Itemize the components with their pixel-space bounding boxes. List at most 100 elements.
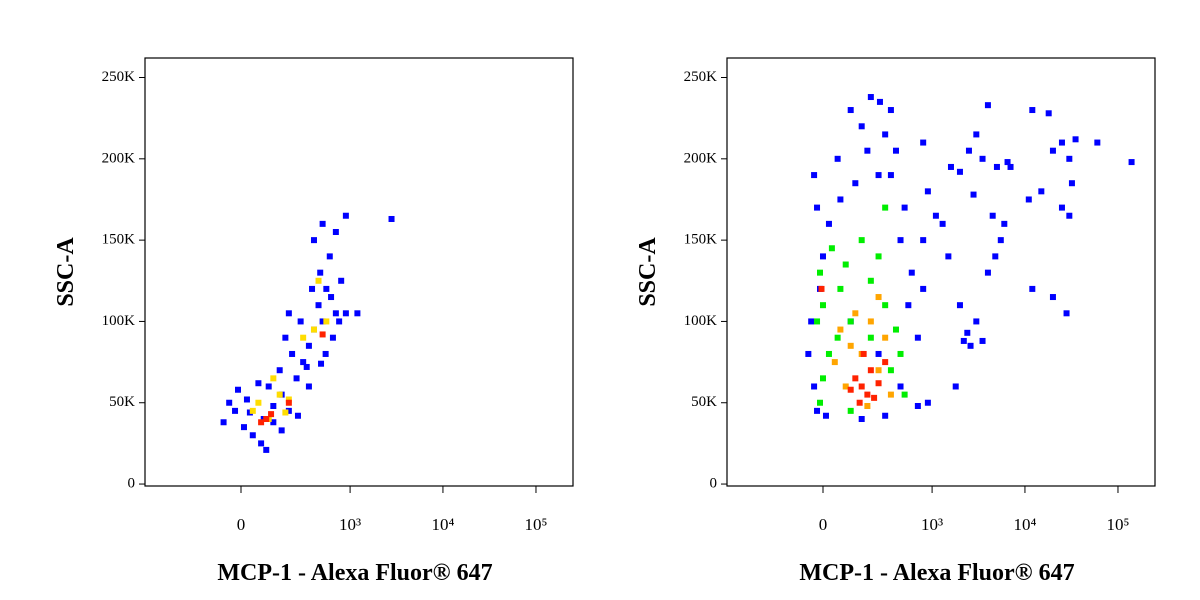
event-dot xyxy=(864,402,871,409)
event-dot xyxy=(235,386,242,393)
y-tick-label: 50K xyxy=(109,394,135,410)
event-dot xyxy=(819,375,826,382)
event-dot xyxy=(864,147,871,154)
event-dot xyxy=(388,215,395,222)
event-dot xyxy=(970,191,977,198)
event-dot xyxy=(285,396,292,403)
x-tick-label: 0 xyxy=(819,515,828,534)
event-dot xyxy=(1068,180,1075,187)
event-dot xyxy=(875,367,882,374)
plot-frame xyxy=(726,57,1156,487)
event-dot xyxy=(258,440,265,447)
event-dot xyxy=(858,416,865,423)
event-dot xyxy=(294,412,301,419)
event-dot xyxy=(979,155,986,162)
plot-frame xyxy=(144,57,574,487)
event-dot xyxy=(1094,139,1101,146)
event-dot xyxy=(858,123,865,130)
event-dot xyxy=(920,285,927,292)
event-dot xyxy=(322,350,329,357)
y-tick-label: 250K xyxy=(684,69,718,85)
x-tick-label: 10³ xyxy=(339,515,361,534)
event-dot xyxy=(319,318,326,325)
event-dot xyxy=(847,318,854,325)
event-dot xyxy=(300,359,307,366)
event-dot xyxy=(882,302,889,309)
event-dot xyxy=(867,367,874,374)
event-dot xyxy=(914,334,921,341)
event-dot xyxy=(858,383,865,390)
event-dot xyxy=(232,407,239,414)
event-dot xyxy=(309,285,316,292)
event-dot xyxy=(1007,163,1014,170)
event-dot xyxy=(897,350,904,357)
event-dot xyxy=(282,409,289,416)
event-dot xyxy=(875,350,882,357)
event-dot xyxy=(226,399,233,406)
event-dot xyxy=(818,285,825,292)
event-dot xyxy=(871,394,878,401)
event-dot xyxy=(808,318,815,325)
event-dot xyxy=(1001,220,1008,227)
event-dot xyxy=(814,204,821,211)
event-dot xyxy=(1066,212,1073,219)
event-dot xyxy=(289,350,296,357)
x-tick-label: 10⁵ xyxy=(525,515,548,534)
x-tick-label: 10³ xyxy=(921,515,943,534)
event-dot xyxy=(945,253,952,260)
event-dot xyxy=(924,188,931,195)
event-dot xyxy=(805,350,812,357)
event-dot xyxy=(270,375,277,382)
y-axis-label: SSC-A xyxy=(53,237,79,307)
event-dot xyxy=(285,407,292,414)
event-dot xyxy=(952,383,959,390)
event-dot xyxy=(323,318,330,325)
event-dot xyxy=(305,342,312,349)
event-dot xyxy=(332,228,339,235)
event-dot xyxy=(858,237,865,244)
event-dot xyxy=(847,386,854,393)
x-axis-label: MCP-1 - Alexa Fluor® 647 xyxy=(217,560,492,586)
event-dot xyxy=(819,302,826,309)
event-dot xyxy=(323,285,330,292)
event-dot xyxy=(825,220,832,227)
event-dot xyxy=(897,383,904,390)
event-dot xyxy=(864,391,871,398)
event-dot xyxy=(887,107,894,114)
event-dot xyxy=(265,383,272,390)
event-dot xyxy=(842,261,849,268)
event-dot xyxy=(1058,139,1065,146)
event-dot xyxy=(973,318,980,325)
event-dot xyxy=(1038,188,1045,195)
event-dot xyxy=(834,334,841,341)
event-dot xyxy=(882,334,889,341)
event-dot xyxy=(984,102,991,109)
event-dot xyxy=(258,419,265,426)
event-dot xyxy=(1063,310,1070,317)
event-dot xyxy=(1128,159,1135,166)
event-dot xyxy=(1004,159,1011,166)
event-dot xyxy=(875,294,882,301)
event-dot xyxy=(293,375,300,382)
event-dot xyxy=(842,383,849,390)
event-dot xyxy=(887,367,894,374)
event-dot xyxy=(905,302,912,309)
event-dot xyxy=(305,383,312,390)
event-dot xyxy=(984,269,991,276)
y-tick-label: 100K xyxy=(684,313,718,329)
event-dot xyxy=(354,310,361,317)
event-dot xyxy=(887,391,894,398)
event-dot xyxy=(825,350,832,357)
event-dot xyxy=(338,277,345,284)
event-dot xyxy=(956,168,963,175)
event-dot xyxy=(979,337,986,344)
event-dot xyxy=(892,326,899,333)
event-dot xyxy=(852,310,859,317)
event-dot xyxy=(1049,294,1056,301)
event-dot xyxy=(1029,107,1036,114)
event-dot xyxy=(947,163,954,170)
event-dot xyxy=(882,359,889,366)
event-dot xyxy=(817,399,824,406)
event-dot xyxy=(310,326,317,333)
